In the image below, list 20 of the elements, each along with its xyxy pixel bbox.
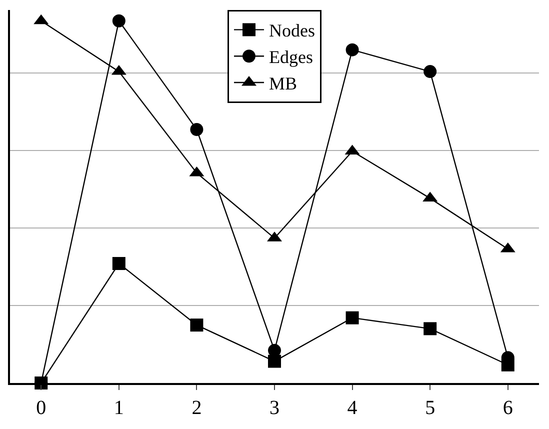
point [190,123,204,136]
point [346,43,359,56]
x-tick-label: 4 [347,397,358,419]
point [190,318,204,332]
legend-label: Nodes [269,20,315,41]
x-tick-label: 3 [270,397,280,419]
x-tick-label: 6 [502,397,513,419]
x-tick-label: 1 [114,397,124,419]
point [112,14,126,28]
point [424,322,437,336]
point [112,257,126,270]
point [268,354,281,368]
point [424,65,437,78]
point [346,311,359,324]
legend-label: Edges [269,47,313,68]
x-tick-label: 0 [36,397,46,419]
x-tick-label: 5 [425,397,436,419]
legend-label: MB [269,74,298,94]
point [268,344,281,357]
x-tick-label: 2 [192,397,202,419]
